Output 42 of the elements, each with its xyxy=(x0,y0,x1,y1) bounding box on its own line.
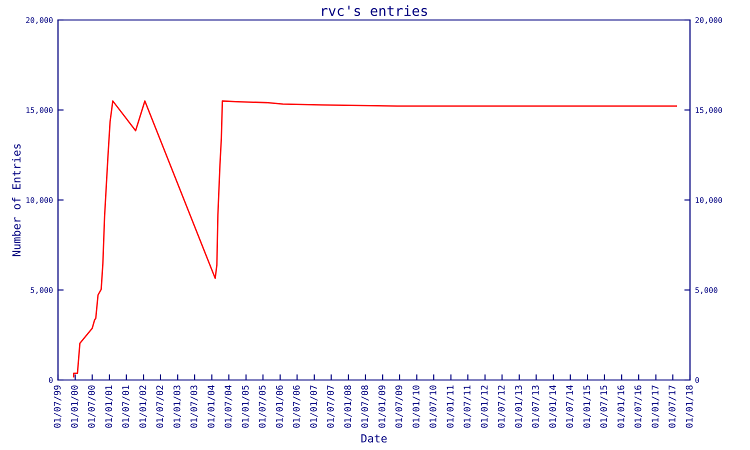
x-tick-label: 01/01/03 xyxy=(174,386,182,428)
x-tick-label: 01/07/10 xyxy=(430,385,438,428)
x-tick-label: 01/01/09 xyxy=(378,385,386,428)
x-tick-label: 01/07/15 xyxy=(600,386,608,428)
x-tick-label: 01/01/01 xyxy=(105,385,113,428)
x-tick-label: 01/01/15 xyxy=(583,386,591,428)
x-tick-label: 01/07/04 xyxy=(224,385,232,428)
x-tick-label: 01/01/06 xyxy=(276,385,284,428)
x-tick-label: 01/07/01 xyxy=(122,385,130,428)
x-tick-label: 01/07/08 xyxy=(361,385,369,428)
x-tick-label: 01/07/09 xyxy=(395,385,403,428)
x-tick-label: 01/01/11 xyxy=(446,385,454,428)
x-tick-label: 01/07/02 xyxy=(156,386,164,428)
x-tick-label: 01/07/00 xyxy=(88,385,96,428)
x-tick-label: 01/01/08 xyxy=(344,385,352,428)
x-tick-label: 01/07/12 xyxy=(498,386,506,428)
x-tick-label: 01/07/07 xyxy=(327,386,335,428)
x-tick-label: 01/01/04 xyxy=(208,385,216,428)
x-tick-label: 01/07/11 xyxy=(464,385,472,428)
x-tick-label: 01/07/99 xyxy=(54,385,62,428)
x-tick-label: 01/01/07 xyxy=(310,386,318,428)
x-tick-label: 01/01/13 xyxy=(515,386,523,428)
x-tick-label: 01/01/14 xyxy=(549,385,557,428)
x-tick-label: 01/07/16 xyxy=(634,385,642,428)
x-tick-label: 01/07/17 xyxy=(668,386,676,428)
x-tick-label: 01/07/13 xyxy=(532,386,540,428)
x-tick-label: 01/01/12 xyxy=(480,386,488,428)
x-axis-title: Date xyxy=(361,434,387,443)
x-tick-label: 01/07/03 xyxy=(190,386,198,428)
x-tick-label: 01/01/05 xyxy=(242,386,250,428)
x-tick-label: 01/01/00 xyxy=(71,385,79,428)
x-tick-label: 01/01/16 xyxy=(617,385,625,428)
x-tick-label: 01/01/10 xyxy=(412,385,420,428)
x-tick-label: 01/01/17 xyxy=(652,386,660,428)
x-tick-label: 01/07/06 xyxy=(292,385,300,428)
chart-title: rvc's entries xyxy=(322,5,427,16)
line-series xyxy=(72,100,678,378)
x-tick-label: 01/01/02 xyxy=(139,386,147,428)
x-tick-label: 01/01/18 xyxy=(686,385,694,428)
x-tick-label: 01/07/05 xyxy=(258,386,266,428)
x-tick-label: 01/07/14 xyxy=(566,385,574,428)
y-axis-title: Number of Entries xyxy=(12,144,21,256)
